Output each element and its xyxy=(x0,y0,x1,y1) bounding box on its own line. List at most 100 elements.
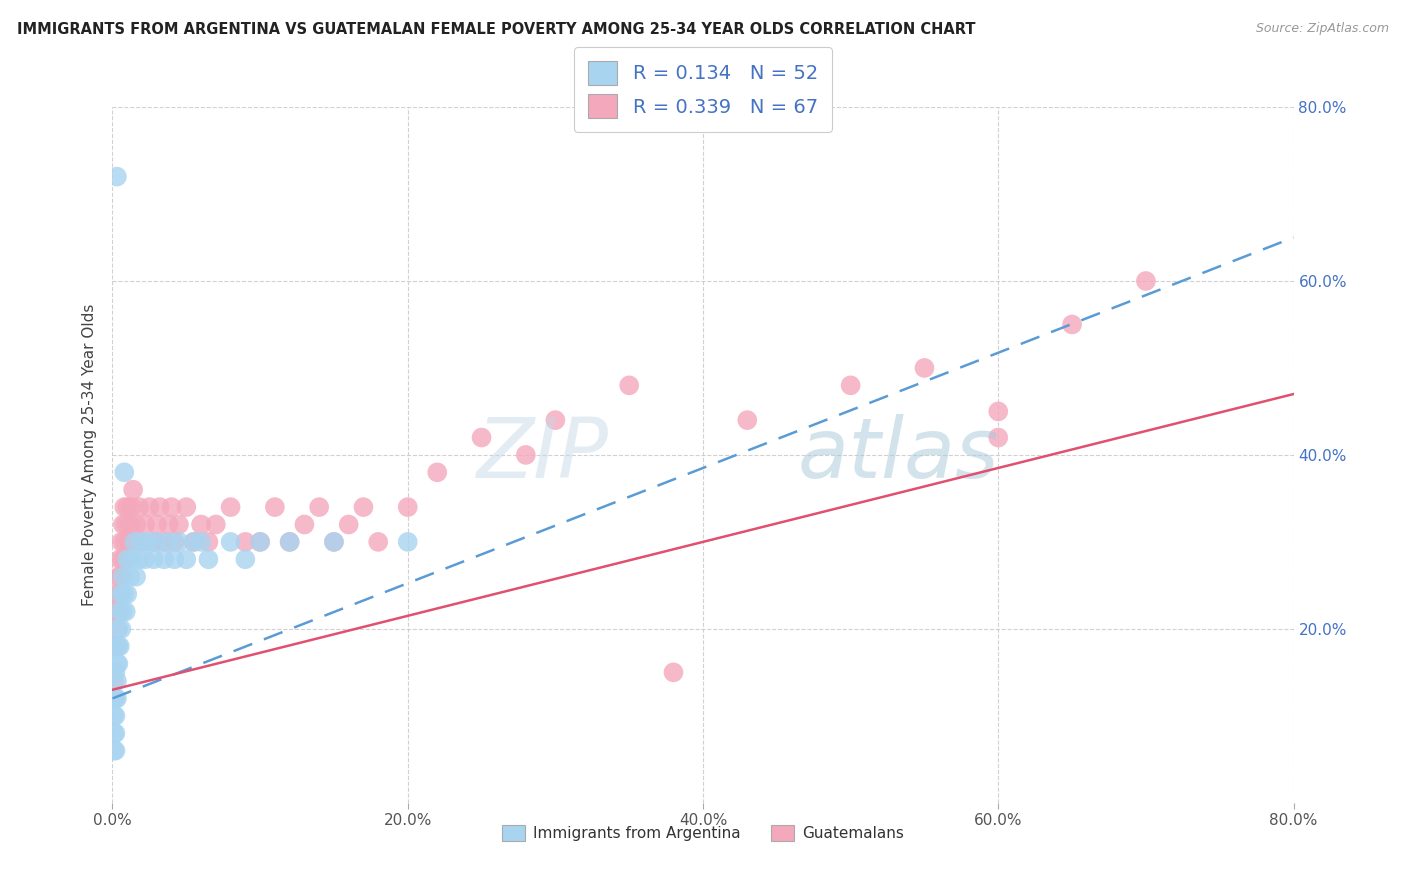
Point xyxy=(292,517,315,532)
Point xyxy=(134,517,156,532)
Point xyxy=(167,517,190,532)
Point xyxy=(121,500,143,514)
Text: Source: ZipAtlas.com: Source: ZipAtlas.com xyxy=(1256,22,1389,36)
Point xyxy=(103,674,125,689)
Point xyxy=(111,552,134,566)
Point xyxy=(619,378,641,392)
Point xyxy=(128,500,150,514)
Point xyxy=(367,534,389,549)
Point xyxy=(1062,318,1084,332)
Point xyxy=(107,605,129,619)
Point xyxy=(190,534,212,549)
Point xyxy=(110,587,132,601)
Point xyxy=(112,534,135,549)
Point xyxy=(233,552,256,566)
Point xyxy=(105,169,128,184)
Point xyxy=(110,570,132,584)
Point xyxy=(117,587,138,601)
Point xyxy=(120,570,142,584)
Point xyxy=(117,500,138,514)
Point xyxy=(142,552,165,566)
Point xyxy=(105,657,128,671)
Point xyxy=(839,378,862,392)
Point xyxy=(110,622,132,636)
Legend: Immigrants from Argentina, Guatemalans: Immigrants from Argentina, Guatemalans xyxy=(496,819,910,847)
Point xyxy=(153,552,176,566)
Point xyxy=(121,552,143,566)
Point xyxy=(337,517,360,532)
Point xyxy=(124,534,146,549)
Point xyxy=(125,517,148,532)
Point xyxy=(104,691,127,706)
Point xyxy=(183,534,205,549)
Point xyxy=(104,744,127,758)
Point xyxy=(470,430,494,444)
Point xyxy=(108,605,131,619)
Point xyxy=(122,483,145,497)
Point xyxy=(128,552,150,566)
Point xyxy=(163,534,186,549)
Point xyxy=(103,726,125,740)
Point xyxy=(987,404,1010,418)
Point xyxy=(112,587,135,601)
Point xyxy=(157,517,180,532)
Point xyxy=(157,534,180,549)
Point xyxy=(163,552,186,566)
Point xyxy=(107,622,129,636)
Point xyxy=(160,500,183,514)
Text: atlas: atlas xyxy=(797,415,1000,495)
Point xyxy=(104,708,127,723)
Point xyxy=(125,570,148,584)
Point xyxy=(103,708,125,723)
Point xyxy=(183,534,205,549)
Point xyxy=(108,587,131,601)
Point xyxy=(104,726,127,740)
Point xyxy=(323,534,346,549)
Point xyxy=(426,466,449,480)
Point xyxy=(114,517,136,532)
Point xyxy=(105,639,128,653)
Point xyxy=(515,448,537,462)
Point xyxy=(108,552,131,566)
Point xyxy=(114,605,136,619)
Point xyxy=(737,413,759,427)
Point xyxy=(117,552,138,566)
Point xyxy=(104,605,127,619)
Point xyxy=(111,517,134,532)
Point xyxy=(205,517,228,532)
Point xyxy=(111,570,134,584)
Point xyxy=(352,500,374,514)
Point xyxy=(105,674,128,689)
Point xyxy=(249,534,271,549)
Point xyxy=(396,534,419,549)
Point xyxy=(112,500,135,514)
Point xyxy=(167,534,190,549)
Point xyxy=(662,665,685,680)
Point xyxy=(544,413,567,427)
Point xyxy=(233,534,256,549)
Point xyxy=(138,500,160,514)
Point xyxy=(146,517,169,532)
Point xyxy=(131,534,153,549)
Point xyxy=(914,360,936,375)
Point xyxy=(142,534,165,549)
Point xyxy=(107,570,129,584)
Point xyxy=(124,534,146,549)
Text: IMMIGRANTS FROM ARGENTINA VS GUATEMALAN FEMALE POVERTY AMONG 25-34 YEAR OLDS COR: IMMIGRANTS FROM ARGENTINA VS GUATEMALAN … xyxy=(17,22,976,37)
Point xyxy=(108,639,131,653)
Point xyxy=(131,534,153,549)
Point xyxy=(107,639,129,653)
Point xyxy=(153,534,176,549)
Point xyxy=(134,552,156,566)
Point xyxy=(105,691,128,706)
Point xyxy=(278,534,301,549)
Point xyxy=(104,665,127,680)
Point xyxy=(396,500,419,514)
Point xyxy=(219,534,242,549)
Point xyxy=(1135,274,1157,288)
Point xyxy=(174,500,197,514)
Point xyxy=(190,517,212,532)
Point xyxy=(112,466,135,480)
Point xyxy=(219,500,242,514)
Point xyxy=(103,744,125,758)
